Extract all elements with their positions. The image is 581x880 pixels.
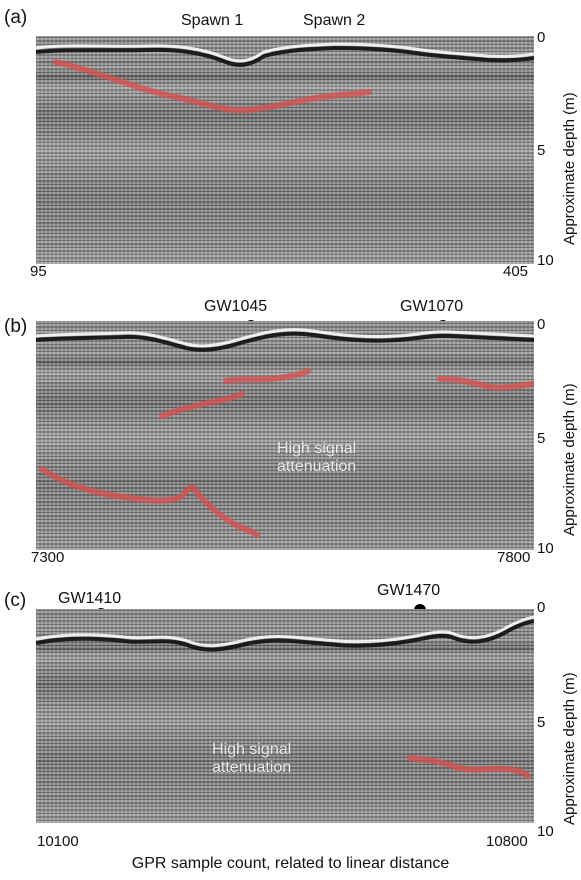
marker-label-spawn-1: Spawn 1 bbox=[181, 12, 244, 29]
panel-a-depth-axis-title: Approximate depth (m) bbox=[561, 92, 578, 245]
x-axis-title: GPR sample count, related to linear dist… bbox=[131, 855, 450, 872]
panel-a-depth-tick-0: 0 bbox=[537, 29, 546, 46]
reflector-b-4 bbox=[39, 466, 260, 538]
panel-a-depth-tick-10: 10 bbox=[537, 252, 554, 269]
marker-label-gw1045: GW1045 bbox=[204, 298, 268, 315]
panel-b-attenuation-label: High signal attenuation bbox=[277, 440, 356, 477]
panel-b-depth-tick-0: 0 bbox=[537, 316, 546, 333]
panel-a-depth-tick-5: 5 bbox=[537, 142, 546, 159]
marker-label-gw1410: GW1410 bbox=[58, 590, 122, 607]
panel-b-x-tick-left: 7300 bbox=[31, 549, 65, 566]
panel-b: (b) GW1045 GW1070 High signal attenuatio… bbox=[0, 292, 581, 566]
gpr-panel-a-image bbox=[36, 36, 534, 264]
panel-c-depth-tick-10: 10 bbox=[537, 823, 554, 840]
surface-band-c bbox=[36, 615, 534, 648]
reflector-b-1 bbox=[159, 391, 245, 419]
reflector-c-1 bbox=[407, 755, 531, 779]
panel-b-depth-axis-title: Approximate depth (m) bbox=[561, 383, 578, 536]
gpr-panel-c-image: High signal attenuation bbox=[36, 609, 534, 823]
panel-c-x-tick-left: 10100 bbox=[37, 833, 79, 850]
marker-label-gw1470: GW1470 bbox=[377, 582, 441, 599]
panel-c: (c) GW1410 GW1470 High signal attenuatio… bbox=[0, 578, 581, 852]
panel-a-x-tick-left: 95 bbox=[30, 263, 47, 280]
panel-b-depth-tick-5: 5 bbox=[537, 430, 546, 447]
gpr-panel-a-overlay bbox=[36, 42, 534, 114]
reflector-a-1 bbox=[53, 59, 372, 114]
panel-a: (a) Spawn 1 Spawn 2 95 405 0 5 10 Approx… bbox=[0, 0, 581, 280]
reflector-b-2 bbox=[223, 368, 311, 384]
panel-c-depth-axis-title: Approximate depth (m) bbox=[561, 672, 578, 825]
panel-b-x-tick-right: 7800 bbox=[497, 549, 531, 566]
panel-c-x-tick-right: 10800 bbox=[486, 833, 528, 850]
surface-band-a bbox=[36, 42, 534, 63]
panel-a-x-tick-right: 405 bbox=[503, 263, 529, 280]
panel-c-attenuation-line-1: High signal bbox=[212, 741, 292, 758]
panel-c-attenuation-label: High signal attenuation bbox=[212, 741, 291, 778]
panel-b-attenuation-line-1: High signal bbox=[277, 440, 357, 457]
gpr-panel-c-overlay bbox=[36, 615, 534, 779]
panel-c-depth-tick-5: 5 bbox=[537, 714, 546, 731]
panel-b-attenuation-line-2: attenuation bbox=[277, 458, 357, 476]
reflector-b-3 bbox=[437, 375, 534, 391]
surface-dark-b bbox=[36, 331, 534, 352]
marker-label-spawn-2: Spawn 2 bbox=[303, 12, 366, 29]
gpr-panel-b-overlay bbox=[36, 328, 534, 538]
panel-a-label: (a) bbox=[4, 7, 28, 28]
panel-b-depth-tick-10: 10 bbox=[537, 540, 554, 557]
panel-c-attenuation-line-2: attenuation bbox=[212, 759, 292, 777]
panel-b-label: (b) bbox=[4, 316, 28, 337]
gpr-panel-b-image: High signal attenuation bbox=[36, 321, 534, 550]
panel-c-depth-tick-0: 0 bbox=[537, 599, 546, 616]
surface-band-b bbox=[36, 328, 534, 348]
surface-dark-a bbox=[36, 45, 534, 67]
marker-label-gw1070: GW1070 bbox=[400, 298, 464, 315]
surface-dark-c bbox=[36, 619, 534, 652]
panel-c-label: (c) bbox=[4, 590, 27, 611]
